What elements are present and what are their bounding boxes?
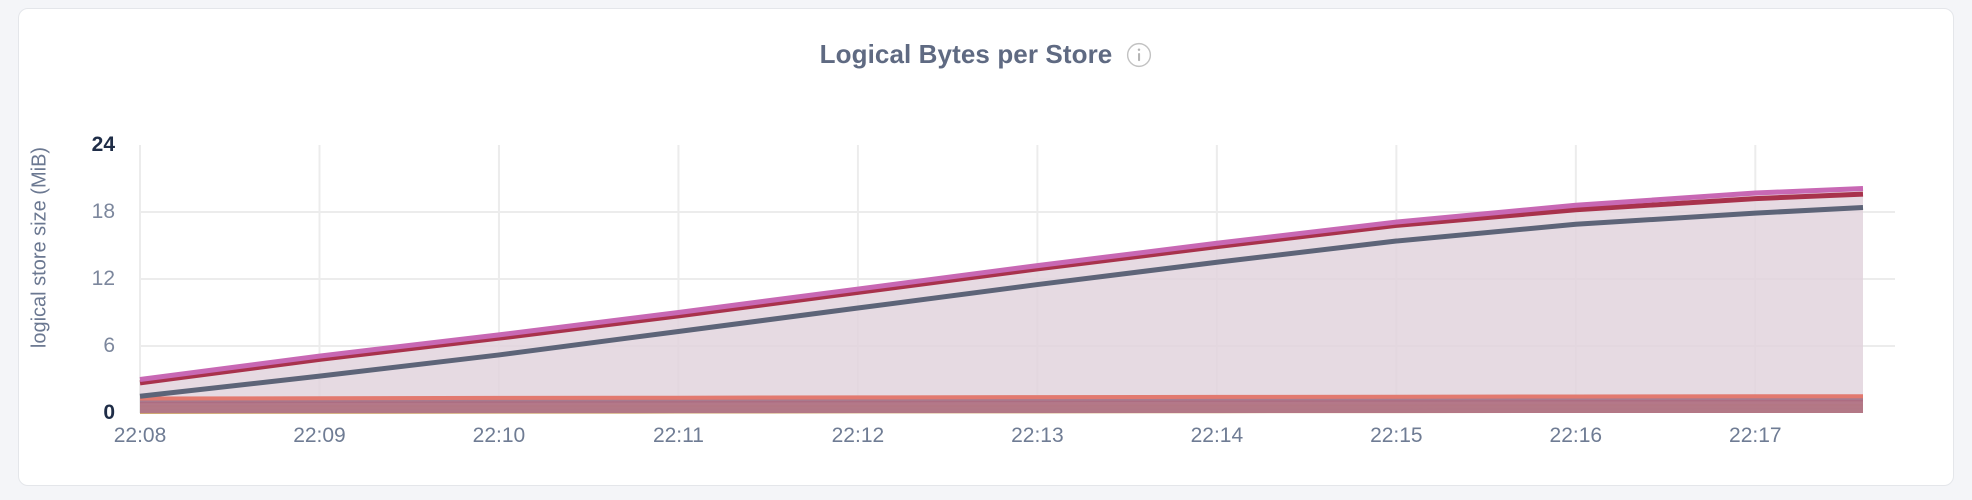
chart-svg [0,0,1972,500]
series-line [140,396,1863,398]
chart-plot-area: logical store size (MiB) 06121824 22:082… [0,0,1972,500]
